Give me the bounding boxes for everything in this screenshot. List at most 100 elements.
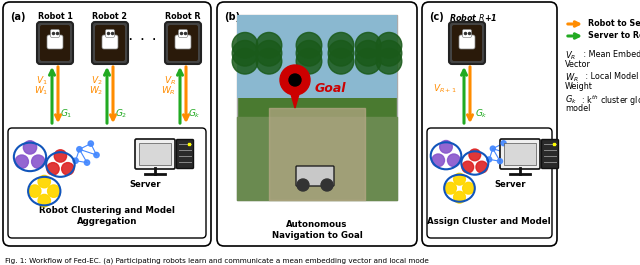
Circle shape	[328, 32, 354, 58]
FancyBboxPatch shape	[165, 22, 201, 64]
Text: Robot Clustering and Model
Aggregation: Robot Clustering and Model Aggregation	[39, 206, 175, 226]
FancyBboxPatch shape	[8, 128, 206, 238]
Text: Server: Server	[129, 180, 161, 189]
Text: $G_k$: $G_k$	[475, 108, 488, 120]
Circle shape	[462, 161, 474, 173]
FancyBboxPatch shape	[459, 35, 475, 49]
Text: $V_R$: $V_R$	[164, 75, 176, 87]
Text: $W_R$: $W_R$	[161, 85, 176, 97]
Circle shape	[47, 185, 60, 197]
FancyBboxPatch shape	[463, 29, 472, 38]
Circle shape	[328, 41, 354, 66]
FancyBboxPatch shape	[237, 15, 397, 98]
Text: (b): (b)	[224, 12, 240, 22]
Text: $G_1$: $G_1$	[60, 108, 72, 120]
Circle shape	[256, 41, 282, 66]
Text: Robot to Server: Robot to Server	[588, 20, 640, 29]
Circle shape	[321, 179, 333, 191]
FancyBboxPatch shape	[3, 2, 211, 246]
Text: (a): (a)	[10, 12, 26, 22]
Circle shape	[376, 41, 402, 66]
Circle shape	[376, 32, 402, 58]
Text: Weight: Weight	[565, 82, 593, 91]
Text: $W_2$: $W_2$	[89, 85, 103, 97]
FancyBboxPatch shape	[168, 25, 198, 61]
FancyBboxPatch shape	[135, 139, 175, 169]
Text: model: model	[565, 104, 590, 113]
FancyBboxPatch shape	[37, 22, 73, 64]
FancyBboxPatch shape	[217, 2, 417, 246]
Circle shape	[440, 140, 452, 153]
Text: $V_R$: $V_R$	[565, 50, 576, 63]
FancyBboxPatch shape	[541, 139, 559, 169]
Circle shape	[289, 74, 301, 86]
Text: $W_1$: $W_1$	[34, 85, 48, 97]
Text: Goal: Goal	[315, 82, 346, 95]
FancyBboxPatch shape	[504, 143, 536, 165]
Circle shape	[47, 163, 59, 175]
Circle shape	[280, 65, 310, 95]
Text: Robot 1: Robot 1	[38, 12, 72, 21]
Circle shape	[476, 161, 488, 173]
Text: Robot 2: Robot 2	[93, 12, 127, 21]
Text: Server: Server	[494, 180, 525, 189]
Circle shape	[73, 158, 78, 163]
Text: Server to Robot: Server to Robot	[588, 32, 640, 41]
Circle shape	[256, 48, 282, 74]
Circle shape	[88, 141, 93, 146]
Circle shape	[61, 163, 74, 175]
Text: Assign Cluster and Model: Assign Cluster and Model	[427, 218, 551, 227]
Text: Robot R: Robot R	[165, 12, 201, 21]
Circle shape	[31, 155, 45, 168]
Circle shape	[463, 182, 474, 194]
Circle shape	[84, 160, 90, 165]
Circle shape	[29, 185, 41, 197]
FancyBboxPatch shape	[452, 25, 482, 61]
Circle shape	[376, 48, 402, 74]
Circle shape	[469, 149, 481, 161]
Circle shape	[15, 155, 28, 168]
Text: $V_{R+1}$: $V_{R+1}$	[433, 83, 457, 95]
Circle shape	[355, 48, 381, 74]
FancyBboxPatch shape	[237, 15, 397, 200]
Circle shape	[38, 175, 51, 188]
FancyBboxPatch shape	[40, 25, 70, 61]
Circle shape	[355, 41, 381, 66]
Circle shape	[497, 159, 502, 164]
FancyBboxPatch shape	[500, 139, 540, 169]
Circle shape	[77, 147, 82, 152]
Text: : Local Model: : Local Model	[583, 72, 638, 81]
FancyBboxPatch shape	[102, 35, 118, 49]
Circle shape	[454, 191, 465, 203]
Circle shape	[447, 154, 460, 167]
Circle shape	[486, 157, 492, 162]
Circle shape	[501, 141, 506, 146]
FancyBboxPatch shape	[422, 2, 557, 246]
Circle shape	[355, 32, 381, 58]
Text: Fig. 1: Workflow of Fed-EC. (a) Participating robots learn and communicate a mea: Fig. 1: Workflow of Fed-EC. (a) Particip…	[5, 258, 429, 264]
Polygon shape	[291, 94, 299, 108]
Circle shape	[54, 150, 67, 162]
FancyBboxPatch shape	[177, 139, 193, 169]
Text: : k$^{th}$ cluster global: : k$^{th}$ cluster global	[579, 94, 640, 108]
Circle shape	[506, 152, 511, 157]
Circle shape	[296, 48, 322, 74]
Text: : Mean Embedding: : Mean Embedding	[581, 50, 640, 59]
Text: · · · · · ·: · · · · · ·	[116, 35, 180, 45]
Circle shape	[94, 152, 99, 158]
Circle shape	[328, 48, 354, 74]
FancyBboxPatch shape	[51, 29, 60, 38]
Text: $V_2$: $V_2$	[92, 75, 103, 87]
FancyBboxPatch shape	[92, 22, 128, 64]
Circle shape	[232, 32, 258, 58]
FancyBboxPatch shape	[139, 143, 171, 165]
Circle shape	[296, 41, 322, 66]
Circle shape	[454, 173, 465, 185]
Circle shape	[432, 154, 445, 167]
FancyBboxPatch shape	[179, 29, 188, 38]
Circle shape	[490, 146, 495, 151]
Text: (c): (c)	[429, 12, 444, 22]
FancyBboxPatch shape	[427, 128, 552, 238]
FancyBboxPatch shape	[175, 35, 191, 49]
FancyBboxPatch shape	[47, 35, 63, 49]
